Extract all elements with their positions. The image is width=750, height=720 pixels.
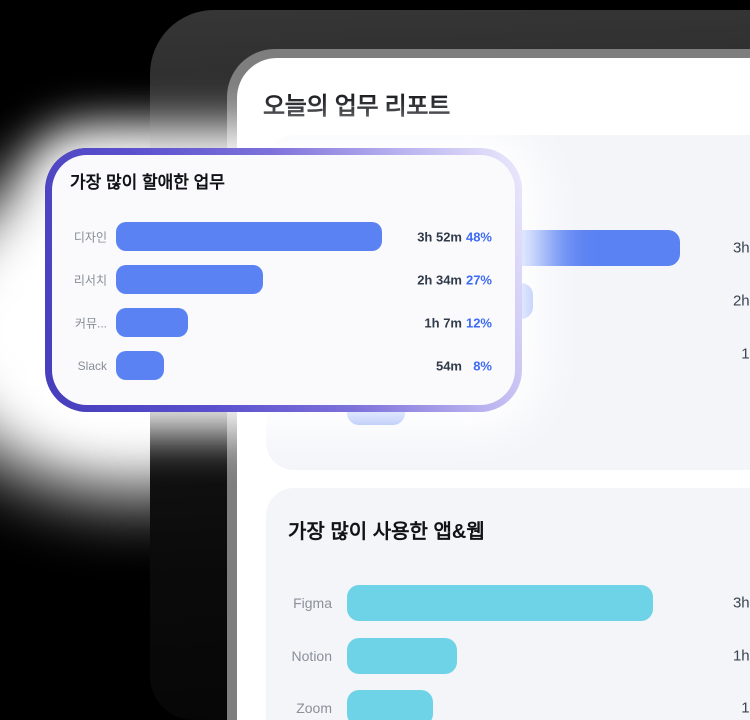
popup-task-row: 리서치 2h 34m 27% bbox=[52, 265, 515, 294]
app-row-time: 1h 5m bbox=[741, 699, 750, 717]
app-row: Notion 1h 52m bbox=[266, 638, 750, 674]
tasks-popup-card: 가장 많이 할애한 업무 디자인 3h 52m 48% 리서치 2h 34m 2… bbox=[45, 148, 522, 412]
popup-task-row: Slack 54m 8% bbox=[52, 351, 515, 380]
popup-task-percent: 12% bbox=[465, 315, 492, 330]
app-row-time: 3h 45m bbox=[732, 594, 750, 612]
task-row-time: 1h 7m bbox=[741, 345, 750, 363]
popup-task-label: 커뮤... bbox=[74, 316, 107, 330]
task-row-time: 2h 34m bbox=[732, 292, 750, 310]
tasks-popup-title: 가장 많이 할애한 업무 bbox=[70, 173, 225, 192]
app-row-bar bbox=[347, 638, 457, 674]
popup-task-time: 2h 34m bbox=[417, 272, 462, 287]
app-row-label: Zoom bbox=[296, 700, 332, 716]
app-row-bar bbox=[347, 690, 433, 720]
popup-task-bar bbox=[116, 351, 164, 380]
popup-task-bar bbox=[116, 222, 382, 251]
popup-task-time: 54m bbox=[435, 358, 462, 373]
task-row-time: 3h 52m bbox=[732, 239, 750, 257]
popup-task-label: 리서치 bbox=[73, 273, 107, 287]
popup-task-label: Slack bbox=[77, 358, 107, 373]
popup-task-percent: 48% bbox=[465, 229, 492, 244]
popup-task-percent: 8% bbox=[473, 358, 492, 373]
popup-task-time: 1h 7m bbox=[424, 315, 462, 330]
app-row-time: 1h 52m bbox=[732, 647, 750, 665]
page-title: 오늘의 업무 리포트 bbox=[263, 93, 450, 120]
popup-task-percent: 27% bbox=[465, 272, 492, 287]
apps-section-title: 가장 많이 사용한 앱&웹 bbox=[288, 521, 485, 543]
task-row-time: 54m bbox=[633, 399, 750, 416]
app-row-label: Notion bbox=[291, 648, 332, 664]
popup-task-row: 커뮤... 1h 7m 12% bbox=[52, 308, 515, 337]
popup-task-bar bbox=[116, 265, 263, 294]
popup-task-bar bbox=[116, 308, 188, 337]
popup-task-label: 디자인 bbox=[73, 230, 107, 244]
app-row-label: Figma bbox=[293, 595, 332, 611]
popup-task-row: 디자인 3h 52m 48% bbox=[52, 222, 515, 251]
popup-task-time: 3h 52m bbox=[417, 229, 462, 244]
tasks-popup-inner: 가장 많이 할애한 업무 디자인 3h 52m 48% 리서치 2h 34m 2… bbox=[52, 155, 515, 405]
apps-section-card: 가장 많이 사용한 앱&웹 Figma 3h 45m Notion 1h 52m… bbox=[266, 488, 750, 720]
app-row-bar bbox=[347, 585, 653, 621]
app-row: Figma 3h 45m bbox=[266, 585, 750, 621]
app-row: Zoom 1h 5m bbox=[266, 690, 750, 720]
